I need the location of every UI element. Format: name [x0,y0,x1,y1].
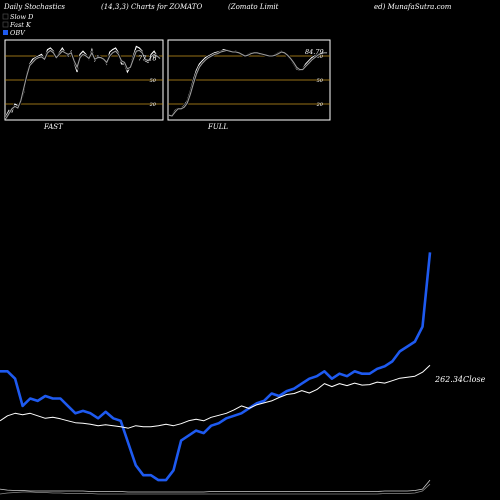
legend-swatch-fast-k [2,21,9,28]
level-label-20: 20 [316,102,324,108]
close-value-suffix: Close [463,375,486,384]
obv-close-panel: 262.34Close [0,252,486,495]
legend-label-obv: OBV [10,29,26,37]
fast-stochastic-panel: 80 50 20 77.18 FAST [4,39,164,131]
legend-swatch-slow-d [2,13,9,20]
header-title-left: Daily Stochastics [3,3,65,11]
stoch-series-0-line [5,45,161,117]
close-value-label: 262.34Close [434,375,486,384]
level-label-50: 50 [317,78,324,84]
stoch-d-bottom-line [0,483,431,495]
level-label-80: 80 [150,54,157,60]
header-title-mid: (14,3,3) Charts for ZOMATO [101,3,202,11]
legend-label-fast-k: Fast K [9,21,32,29]
close-value-number: 262.34 [434,375,463,384]
level-label-80: 80 [317,54,324,60]
legend: Slow D Fast K OBV [2,13,34,37]
full-panel-title: FULL [207,123,228,131]
close-price-line [0,364,431,429]
legend-label-slow-d: Slow D [10,13,34,21]
stoch-k-bottom-line [0,479,431,493]
level-label-20: 20 [149,102,157,108]
stoch-series-1-line [168,49,327,117]
level-label-50: 50 [150,78,157,84]
fast-k-value-label: 77.18 [138,54,157,62]
obv-line [0,252,432,482]
fast-panel-title: FAST [43,123,64,131]
full-stochastic-panel: 80 50 20 84.79 FULL [167,39,331,131]
header-title-right: ed) MunafaSutra.com [374,3,452,11]
stoch-series-1-line [5,49,161,119]
header-title-company: (Zomato Limit [228,3,279,11]
legend-swatch-obv [3,30,8,35]
full-k-value-label: 84.79 [305,48,324,56]
